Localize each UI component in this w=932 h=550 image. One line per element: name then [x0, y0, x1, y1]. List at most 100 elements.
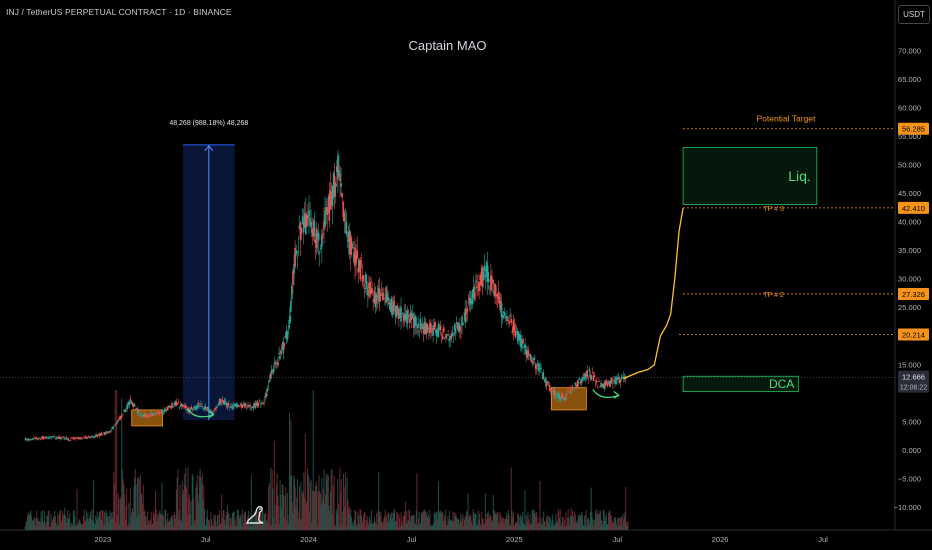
candle-body	[254, 403, 257, 408]
volume-bar	[176, 477, 178, 530]
volume-bar	[31, 520, 33, 530]
candle-body	[201, 406, 203, 407]
candle-body	[224, 400, 227, 402]
volume-bar	[600, 510, 602, 530]
candle-body	[389, 304, 392, 310]
volume-bar	[323, 469, 325, 530]
currency-button[interactable]: USDT	[898, 5, 930, 24]
volume-bar	[189, 514, 191, 530]
volume-bar	[188, 498, 190, 530]
volume-bar	[592, 518, 594, 530]
volume-bar	[31, 516, 33, 530]
volume-bar	[384, 516, 386, 530]
volume-bar	[410, 516, 412, 530]
volume-bar	[618, 517, 620, 530]
candle-body	[407, 315, 410, 317]
volume-bar	[328, 505, 330, 530]
volume-bar	[610, 516, 612, 530]
volume-bar	[67, 518, 69, 530]
volume-bar	[47, 516, 49, 530]
volume-bar	[484, 493, 486, 530]
candle-body	[460, 329, 462, 331]
volume-bar	[593, 519, 595, 530]
volume-bar	[407, 520, 409, 530]
volume-bar	[296, 497, 298, 530]
candle-body	[146, 415, 149, 417]
volume-bar	[387, 512, 389, 530]
volume-bar	[310, 479, 312, 530]
volume-bar	[284, 495, 286, 530]
volume-bar	[420, 523, 422, 530]
candle-body	[118, 417, 121, 420]
volume-bar	[535, 516, 537, 530]
volume-bar	[82, 523, 84, 530]
volume-bar	[386, 515, 388, 530]
candle-body	[544, 378, 547, 383]
candle-body	[438, 327, 441, 330]
price-tag	[898, 201, 929, 214]
volume-bar	[324, 494, 326, 530]
volume-bar	[76, 488, 78, 530]
volume-bar	[548, 523, 550, 530]
candle-body	[71, 438, 74, 439]
volume-bar	[272, 488, 274, 530]
candle-body	[495, 295, 498, 297]
volume-bar	[243, 514, 245, 530]
candle-body	[511, 331, 514, 333]
volume-bar	[240, 516, 242, 530]
candle-body	[563, 399, 566, 401]
candle-body	[195, 405, 198, 407]
volume-bar	[450, 519, 452, 530]
volume-bar	[135, 484, 137, 530]
volume-bar	[605, 516, 607, 530]
volume-bar	[579, 518, 581, 530]
symbol-header[interactable]: INJ / TetherUS PERPETUAL CONTRACT · 1D ·…	[6, 7, 232, 17]
volume-bar	[585, 510, 587, 530]
volume-bar	[250, 517, 252, 530]
volume-bar	[43, 521, 45, 530]
candle-body	[555, 397, 557, 398]
volume-bar	[341, 525, 343, 530]
candle-body	[49, 436, 51, 438]
volume-bar	[357, 511, 359, 530]
candle-body	[92, 436, 94, 438]
volume-bar	[160, 514, 162, 530]
candle-body	[235, 403, 238, 407]
candle-body	[616, 377, 618, 380]
candle-body	[387, 296, 389, 302]
annotation-label: TP # 2	[763, 292, 784, 299]
volume-bar	[528, 519, 530, 530]
volume-bar	[288, 412, 290, 530]
volume-bar	[98, 512, 100, 530]
candle-body	[96, 434, 98, 437]
candle-body	[276, 363, 278, 365]
candle-body	[566, 393, 568, 395]
volume-bar	[119, 524, 121, 530]
candle-body	[220, 402, 223, 404]
candle-body	[382, 292, 384, 301]
volume-bar	[525, 515, 527, 530]
candle-body	[78, 437, 80, 439]
volume-bar	[223, 510, 225, 530]
volume-bar	[249, 522, 251, 530]
volume-bar	[399, 526, 401, 530]
candle-body	[550, 388, 552, 392]
volume-bar	[581, 511, 583, 530]
volume-bar	[227, 505, 229, 530]
volume-bar	[160, 513, 162, 530]
volume-bar	[555, 513, 557, 530]
volume-bar	[345, 472, 347, 530]
candle-body	[215, 407, 217, 410]
candle-body	[283, 343, 286, 346]
volume-bar	[613, 518, 615, 530]
candle-body	[81, 438, 83, 440]
candle-body	[586, 370, 588, 377]
volume-bar	[373, 523, 375, 530]
candle-body	[355, 255, 357, 264]
price-tag-label: 42.410	[902, 204, 925, 213]
candle-body	[430, 323, 432, 333]
volume-bar	[308, 477, 310, 530]
candle-body	[163, 409, 166, 412]
x-tick-label: Jul	[407, 535, 417, 544]
